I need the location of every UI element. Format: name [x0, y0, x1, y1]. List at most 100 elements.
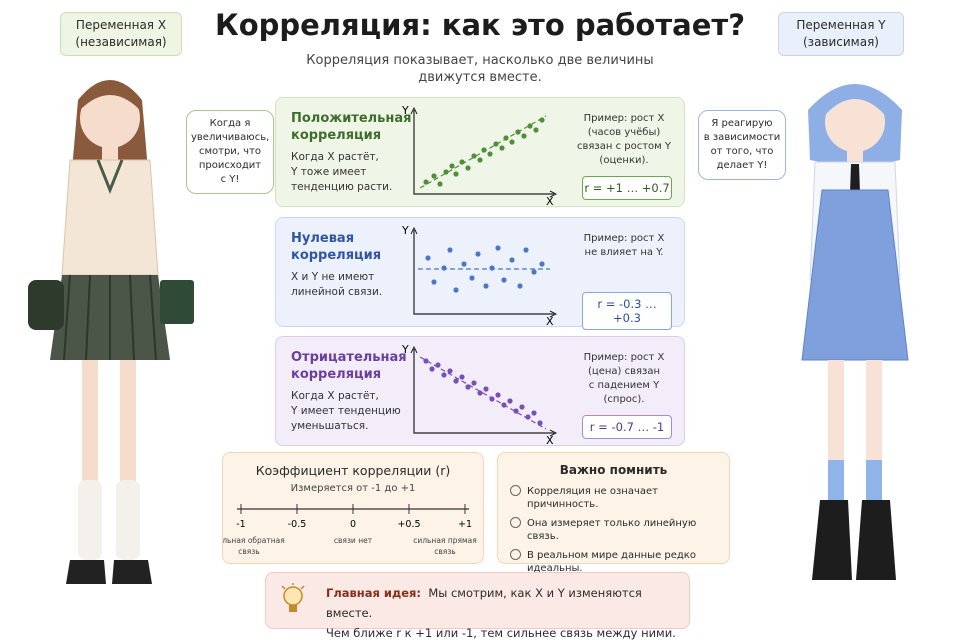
description-line: уменьшаться.: [291, 420, 369, 432]
remember-list: Корреляция не означает причинность. Она и…: [510, 485, 722, 581]
panel-description: Когда X растёт, Y тоже имеет тенденцию рас…: [291, 150, 392, 195]
scatter-dot: [437, 181, 443, 187]
panel-title-line: Положительная: [291, 111, 412, 126]
remember-box: Важно помнить Корреляция не означает при…: [497, 452, 730, 574]
box-title: Коэффициент корреляции (r): [255, 463, 451, 478]
main-idea-line: Главная идея: Мы смотрим, как X и Y изме…: [326, 583, 689, 623]
scatter-dot: [483, 283, 489, 289]
subtitle-line: движутся вместе.: [418, 70, 542, 85]
scatter-illustration: YX: [401, 104, 558, 206]
description-line: Когда X растёт,: [291, 390, 379, 402]
scale-tick-label: +0.5: [397, 519, 420, 530]
panel-example: Пример: рост X (цена) связан с падением Y (…: [568, 351, 680, 407]
scatter-dot: [523, 247, 529, 253]
bubble-line: с Y!: [220, 174, 240, 185]
tag-subtitle: (независимая): [75, 35, 167, 49]
scatter-dot: [447, 368, 453, 374]
example-line: (спрос).: [603, 394, 645, 405]
panel-title: Нулевая корреляция: [291, 230, 381, 264]
scatter-dot: [493, 141, 499, 147]
scale-tick-label: -0.5: [288, 519, 307, 530]
scale-tick-label: 0: [350, 519, 356, 530]
example-line: (оценки).: [599, 155, 649, 166]
main-idea-line-1: Мы смотрим, как X и Y изменяются вместе.: [326, 586, 642, 620]
scatter-dot: [449, 163, 455, 169]
panel-title-line: Нулевая: [291, 231, 355, 246]
panel-description: X и Y не имеют линейной связи.: [291, 270, 382, 300]
bubble-line: происходит: [198, 160, 262, 171]
example-line: с падением Y: [588, 380, 660, 391]
subtitle: Корреляция показывает, насколько две вел…: [280, 52, 680, 86]
tag-title: Переменная Y: [796, 18, 886, 32]
scatter-dot: [471, 380, 477, 386]
scatter-dot: [489, 265, 495, 271]
main-idea-box: Главная идея: Мы смотрим, как X и Y изме…: [265, 572, 690, 640]
scatter-dot: [531, 410, 537, 416]
bubble-line: от того, что: [710, 146, 774, 157]
tag-subtitle: (зависимая): [803, 35, 879, 49]
scatter-illustration: YX: [401, 224, 558, 326]
panel-example: Пример: рост X не влияет на Y.: [568, 232, 680, 260]
scatter-dot: [509, 257, 515, 263]
plot-axes: [413, 230, 554, 315]
variable-x-tag: Переменная X (независимая): [60, 12, 182, 56]
speech-bubble: Когда я увеличиваюсь, смотри, что происходи…: [186, 110, 274, 194]
scatter-dot: [459, 374, 465, 380]
tag-title: Переменная X: [75, 18, 167, 32]
remember-item: Корреляция не означает причинность.: [510, 485, 722, 511]
scatter-dot: [495, 245, 501, 251]
scatter-illustration: YX: [401, 343, 558, 445]
scale-tick-label: -1: [236, 519, 245, 530]
scatter-dot: [521, 133, 527, 139]
scatter-dot: [477, 390, 483, 396]
scatter-dot: [447, 247, 453, 253]
panel-example: Пример: рост X (часов учёбы) связан с рост…: [568, 112, 680, 168]
correlation-panel: Положительная корреляция Когда X растёт, Y …: [275, 97, 685, 207]
correlation-panel: Отрицательная корреляция Когда X растёт, Y …: [275, 336, 685, 446]
range-label: r = -0.3 … +0.3: [582, 292, 672, 330]
scatter-dot: [533, 127, 539, 133]
main-idea-line-2: Чем ближе r к +1 или -1, тем сильнее свя…: [326, 626, 676, 640]
scatter-dot: [453, 287, 459, 293]
panel-title-line: Отрицательная: [291, 350, 407, 365]
speech-bubble: Я реагирую в зависимости от того, что делае…: [698, 110, 786, 180]
scatter-dot: [483, 386, 489, 392]
scatter-dot: [487, 151, 493, 157]
correlation-panel: Нулевая корреляция X и Y не имеют линейной …: [275, 217, 685, 330]
bubble-line: делает Y!: [716, 160, 768, 171]
subtitle-line: Корреляция показывает, насколько две вел…: [306, 53, 654, 68]
example-line: (цена) связан: [588, 366, 660, 377]
scatter-dot: [431, 173, 437, 179]
right-character: [801, 84, 909, 580]
scatter-dot: [475, 251, 481, 257]
scale-caption: связь: [238, 547, 259, 556]
scatter-dot: [453, 171, 459, 177]
plot-axes: [413, 349, 554, 434]
scale-tick-label: +1: [458, 519, 472, 530]
panel-description: Когда X растёт, Y имеет тенденцию уменьшат…: [291, 389, 401, 434]
panel-title: Положительная корреляция: [291, 110, 412, 144]
panel-title: Отрицательная корреляция: [291, 349, 407, 383]
arrow: [410, 106, 558, 198]
example-line: (часов учёбы): [587, 127, 661, 138]
arrow: [410, 226, 558, 318]
scatter-dot: [507, 398, 513, 404]
trend-line: [419, 356, 547, 430]
description-line: X и Y не имеют: [291, 271, 375, 283]
scatter-dot: [519, 404, 525, 410]
main-idea-label: Главная идея:: [326, 586, 422, 600]
scale-caption: связь: [434, 547, 455, 556]
title: Корреляция: как это работает?: [214, 8, 746, 42]
scatter-dot: [425, 255, 431, 261]
scale-caption: связи нет: [334, 536, 373, 545]
scatter-dot: [431, 279, 437, 285]
scatter-dot: [441, 372, 447, 378]
scatter-dot: [429, 366, 435, 372]
scatter-dot: [509, 139, 515, 145]
remember-item: Она измеряет только линейную связь.: [510, 517, 722, 543]
scatter-dot: [469, 275, 475, 281]
example-line: Пример: рост X: [583, 113, 665, 124]
x-axis-label: X: [546, 434, 554, 445]
scatter-dot: [517, 283, 523, 289]
